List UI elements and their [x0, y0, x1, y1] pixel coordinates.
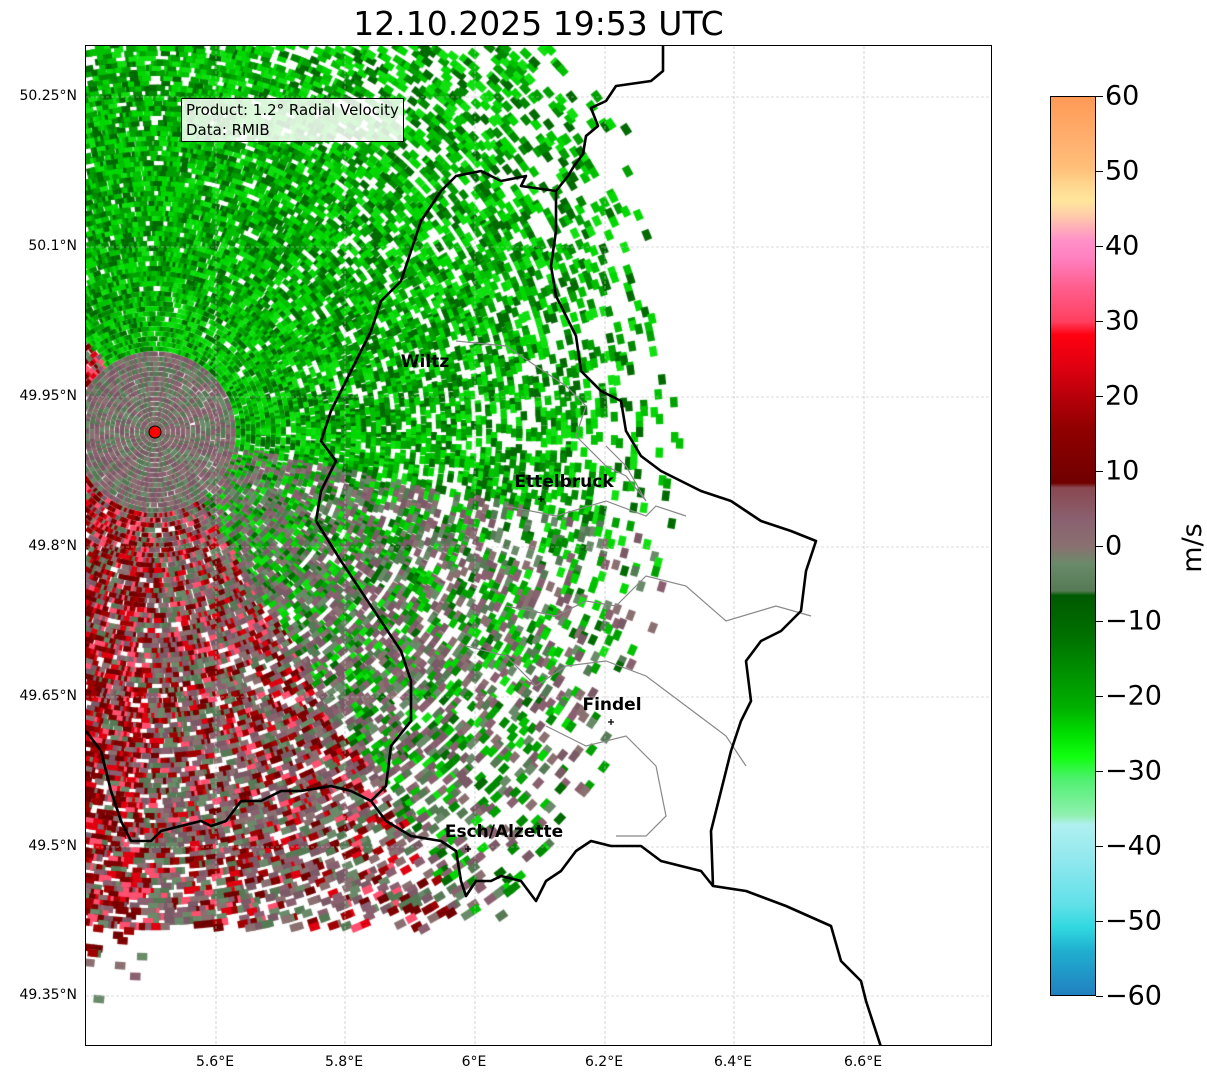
- colorbar-tick-label: −40: [1105, 830, 1162, 862]
- lon-tick: 6.4°E: [713, 1054, 753, 1070]
- colorbar-unit-label: m/s: [1177, 523, 1207, 573]
- colorbar-tick-mark: [1096, 96, 1103, 97]
- radar-velocity-layer: [86, 46, 991, 1045]
- colorbar-tick-mark: [1096, 771, 1103, 772]
- colorbar-tick-mark: [1096, 321, 1103, 322]
- colorbar-tick-mark: [1096, 696, 1103, 697]
- lon-tick: 6.6°E: [843, 1054, 883, 1070]
- colorbar-tick-mark: [1096, 471, 1103, 472]
- lat-tick: 49.5°N: [28, 838, 77, 854]
- colorbar-tick-label: 30: [1105, 305, 1140, 337]
- product-info-box: Product: 1.2° Radial Velocity Data: RMIB: [181, 98, 404, 142]
- data-source-label: Data: RMIB: [186, 121, 270, 139]
- colorbar-tick-mark: [1096, 846, 1103, 847]
- country-borders: [86, 46, 882, 1045]
- colorbar-tick-label: 0: [1105, 530, 1123, 562]
- colorbar-tick-label: 20: [1105, 380, 1140, 412]
- lat-tick: 49.8°N: [28, 538, 77, 554]
- radar-map[interactable]: Product: 1.2° Radial Velocity Data: RMIB…: [85, 45, 992, 1046]
- colorbar-tick-mark: [1096, 996, 1103, 997]
- radar-site-marker: [148, 425, 162, 439]
- colorbar-tick-mark: [1096, 921, 1103, 922]
- city-label-esch-alzette: Esch/Alzette: [444, 822, 564, 842]
- colorbar-tick-label: 10: [1105, 455, 1140, 487]
- colorbar-tick-label: 50: [1105, 155, 1140, 187]
- colorbar-tick-mark: [1096, 246, 1103, 247]
- velocity-colorbar: [1050, 96, 1096, 996]
- lat-tick: 49.65°N: [19, 688, 77, 704]
- city-markers: [465, 496, 614, 852]
- gridlines: [86, 46, 991, 1045]
- lon-tick: 6°E: [461, 1054, 487, 1070]
- lon-tick: 5.6°E: [195, 1054, 235, 1070]
- city-label-findel: Findel: [582, 695, 642, 715]
- colorbar-tick-label: 40: [1105, 230, 1140, 262]
- lat-tick: 49.35°N: [19, 987, 77, 1003]
- colorbar-tick-label: −20: [1105, 680, 1162, 712]
- colorbar-tick-label: −60: [1105, 980, 1162, 1012]
- lat-tick: 49.95°N: [19, 388, 77, 404]
- lat-tick: 50.1°N: [28, 238, 77, 254]
- colorbar-tick-label: −50: [1105, 905, 1162, 937]
- lon-tick: 6.2°E: [584, 1054, 624, 1070]
- colorbar-tick-mark: [1096, 171, 1103, 172]
- colorbar-tick-mark: [1096, 396, 1103, 397]
- product-label: Product: 1.2° Radial Velocity: [186, 101, 399, 119]
- colorbar-tick-mark: [1096, 546, 1103, 547]
- district-borders: [455, 340, 812, 837]
- colorbar-tick-label: 60: [1105, 80, 1140, 112]
- map-overlay: [86, 46, 991, 1045]
- lon-tick: 5.8°E: [324, 1054, 364, 1070]
- lat-tick: 50.25°N: [19, 88, 77, 104]
- map-title: 12.10.2025 19:53 UTC: [353, 4, 724, 43]
- colorbar-tick-label: −30: [1105, 755, 1162, 787]
- city-label-wiltz: Wiltz: [400, 352, 450, 372]
- colorbar-tick-label: −10: [1105, 605, 1162, 637]
- colorbar-tick-mark: [1096, 621, 1103, 622]
- city-label-ettelbruck: Ettelbruck: [514, 472, 614, 492]
